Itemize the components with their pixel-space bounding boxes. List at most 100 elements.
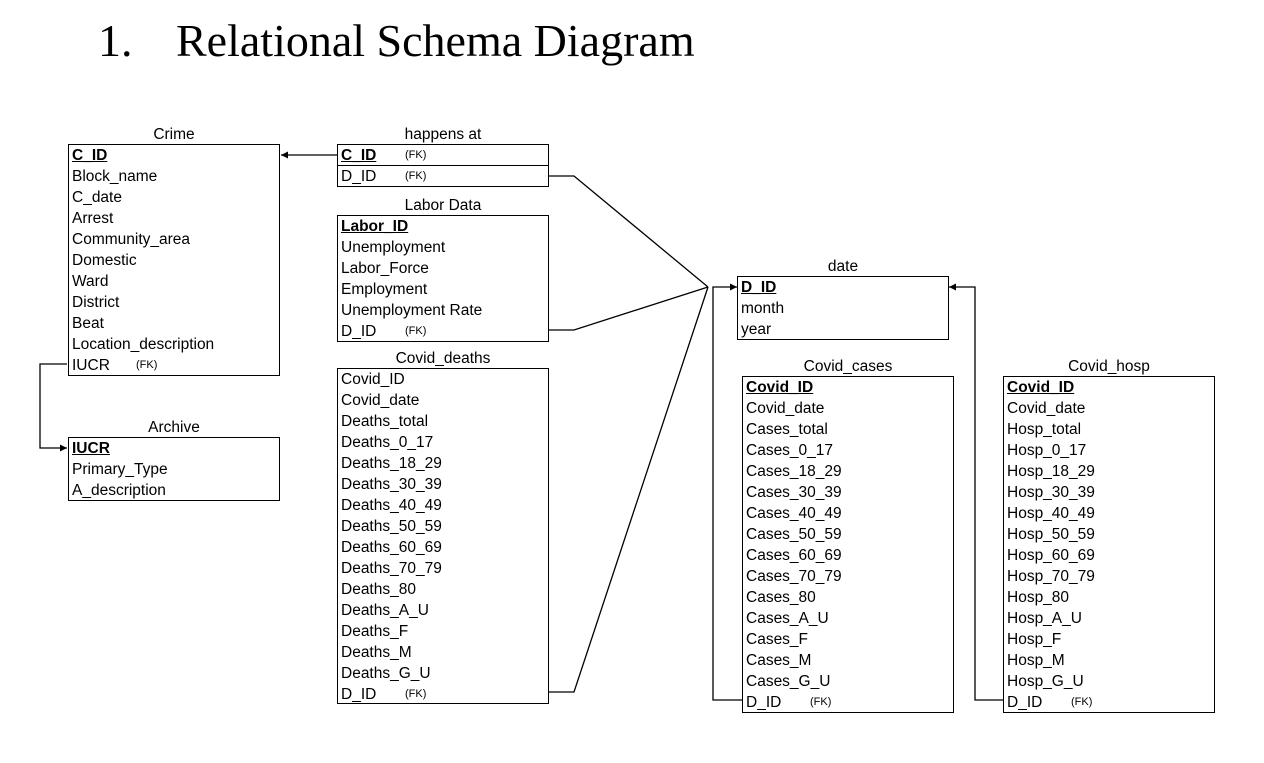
foreign-key-marker: (FK) bbox=[1071, 696, 1093, 708]
attribute: Hosp_0_17 bbox=[1007, 442, 1087, 459]
attribute: Employment bbox=[341, 281, 428, 298]
attribute: Deaths_total bbox=[341, 413, 429, 430]
attribute: A_description bbox=[72, 482, 166, 499]
attribute: Cases_80 bbox=[746, 589, 816, 606]
attribute: Labor_Force bbox=[341, 260, 429, 277]
attribute: Cases_40_49 bbox=[746, 505, 842, 522]
attribute: Deaths_30_39 bbox=[341, 476, 442, 493]
attribute: Hosp_70_79 bbox=[1007, 568, 1095, 585]
attribute: Cases_A_U bbox=[746, 610, 829, 627]
attribute: Ward bbox=[72, 273, 109, 290]
attribute: Deaths_M bbox=[341, 644, 412, 661]
heading-title: Relational Schema Diagram bbox=[176, 15, 695, 66]
primary-key-attribute: Covid_ID bbox=[1007, 379, 1075, 396]
attribute: Block_name bbox=[72, 168, 158, 185]
table-border bbox=[742, 376, 954, 713]
connector-deaths-to-date bbox=[548, 286, 709, 693]
attribute: year bbox=[741, 321, 772, 338]
attribute: Hosp_50_59 bbox=[1007, 526, 1095, 543]
attribute: Primary_Type bbox=[72, 461, 168, 478]
attribute: Cases_G_U bbox=[746, 673, 831, 690]
attribute: Hosp_G_U bbox=[1007, 673, 1084, 690]
attribute: Deaths_40_49 bbox=[341, 497, 442, 514]
foreign-key-marker: (FK) bbox=[136, 359, 158, 371]
attribute: Covid_ID bbox=[341, 371, 405, 388]
table-crime: Crime C_ID Block_name C_date Arrest Community… bbox=[68, 126, 280, 376]
table-name: date bbox=[827, 258, 859, 275]
attribute: Hosp_F bbox=[1007, 631, 1062, 648]
attribute: Hosp_30_39 bbox=[1007, 484, 1095, 501]
table-archive: Archive IUCR Primary_Type A_description bbox=[68, 419, 280, 501]
attribute: D_ID bbox=[341, 686, 377, 703]
attribute: Cases_18_29 bbox=[746, 463, 842, 480]
table-covid-deaths: Covid_deaths Covid_ID Covid_date Deaths_tot… bbox=[337, 350, 549, 704]
row-divider bbox=[337, 165, 549, 166]
table-happens-at: happens at C_ID (FK) D_ID (FK) bbox=[337, 126, 549, 187]
table-labor-data: Labor Data Labor_ID Unemployment Labor_Forc… bbox=[337, 197, 549, 342]
table-border bbox=[1003, 376, 1215, 713]
attribute: Deaths_60_69 bbox=[341, 539, 442, 556]
foreign-key-marker: (FK) bbox=[405, 170, 427, 182]
table-border bbox=[68, 437, 280, 501]
foreign-key-marker: (FK) bbox=[405, 688, 427, 700]
connector-labor-to-date bbox=[548, 286, 709, 331]
foreign-key-marker: (FK) bbox=[405, 325, 427, 337]
attribute: Cases_F bbox=[746, 631, 809, 648]
primary-key-attribute: Labor_ID bbox=[341, 218, 409, 235]
table-covid-hosp: Covid_hosp Covid_ID Covid_date Hosp_total Ho… bbox=[1003, 358, 1215, 713]
attribute: Cases_60_69 bbox=[746, 547, 842, 564]
attribute: Hosp_40_49 bbox=[1007, 505, 1095, 522]
table-name: Covid_deaths bbox=[395, 350, 491, 367]
foreign-key-marker: (FK) bbox=[405, 149, 427, 161]
primary-key-attribute: C_ID bbox=[72, 147, 108, 164]
attribute: C_date bbox=[72, 189, 122, 206]
attribute: Deaths_70_79 bbox=[341, 560, 442, 577]
primary-key-attribute: Covid_ID bbox=[746, 379, 814, 396]
attribute: Domestic bbox=[72, 252, 137, 269]
table-covid-cases: Covid_cases Covid_ID Covid_date Cases_total… bbox=[742, 358, 954, 713]
attribute: Cases_M bbox=[746, 652, 812, 669]
attribute: D_ID bbox=[341, 323, 377, 340]
attribute: D_ID bbox=[746, 694, 782, 711]
attribute: Hosp_total bbox=[1007, 421, 1082, 438]
table-name: Crime bbox=[153, 126, 195, 143]
attribute: D_ID bbox=[341, 168, 377, 185]
attribute: Unemployment Rate bbox=[341, 302, 483, 319]
connector-crime-to-archive bbox=[39, 363, 67, 452]
attribute: Cases_0_17 bbox=[746, 442, 834, 459]
table-name: Labor Data bbox=[404, 197, 482, 214]
table-border bbox=[68, 144, 280, 376]
attribute: Covid_date bbox=[1007, 400, 1086, 417]
attribute: Deaths_F bbox=[341, 623, 409, 640]
attribute: Hosp_18_29 bbox=[1007, 463, 1095, 480]
table-name: happens at bbox=[404, 126, 482, 143]
attribute: Beat bbox=[72, 315, 104, 332]
table-name: Covid_hosp bbox=[1068, 358, 1150, 375]
attribute: Unemployment bbox=[341, 239, 446, 256]
attribute: month bbox=[741, 300, 785, 317]
primary-key-attribute: IUCR bbox=[72, 440, 110, 457]
page-heading: 1. Relational Schema Diagram bbox=[98, 14, 695, 67]
attribute: Deaths_0_17 bbox=[341, 434, 434, 451]
heading-number: 1. bbox=[98, 15, 133, 66]
attribute: Community_area bbox=[72, 231, 191, 248]
attribute: Cases_50_59 bbox=[746, 526, 842, 543]
attribute: Deaths_80 bbox=[341, 581, 416, 598]
attribute: IUCR bbox=[72, 357, 110, 374]
attribute: Deaths_50_59 bbox=[341, 518, 442, 535]
attribute: Location_description bbox=[72, 336, 215, 353]
primary-key-attribute: C_ID bbox=[341, 147, 377, 164]
attribute: Deaths_G_U bbox=[341, 665, 431, 682]
attribute: Cases_total bbox=[746, 421, 828, 438]
table-border bbox=[737, 276, 949, 340]
table-name: Archive bbox=[148, 419, 200, 436]
attribute: Covid_date bbox=[341, 392, 420, 409]
table-name: Covid_cases bbox=[803, 358, 893, 375]
connector-hosp-to-date bbox=[949, 283, 1003, 701]
table-border bbox=[337, 215, 549, 342]
connector-happensat-to-date bbox=[548, 175, 709, 288]
attribute: Deaths_18_29 bbox=[341, 455, 442, 472]
connector-cases-to-date bbox=[712, 283, 742, 701]
attribute: Cases_30_39 bbox=[746, 484, 842, 501]
